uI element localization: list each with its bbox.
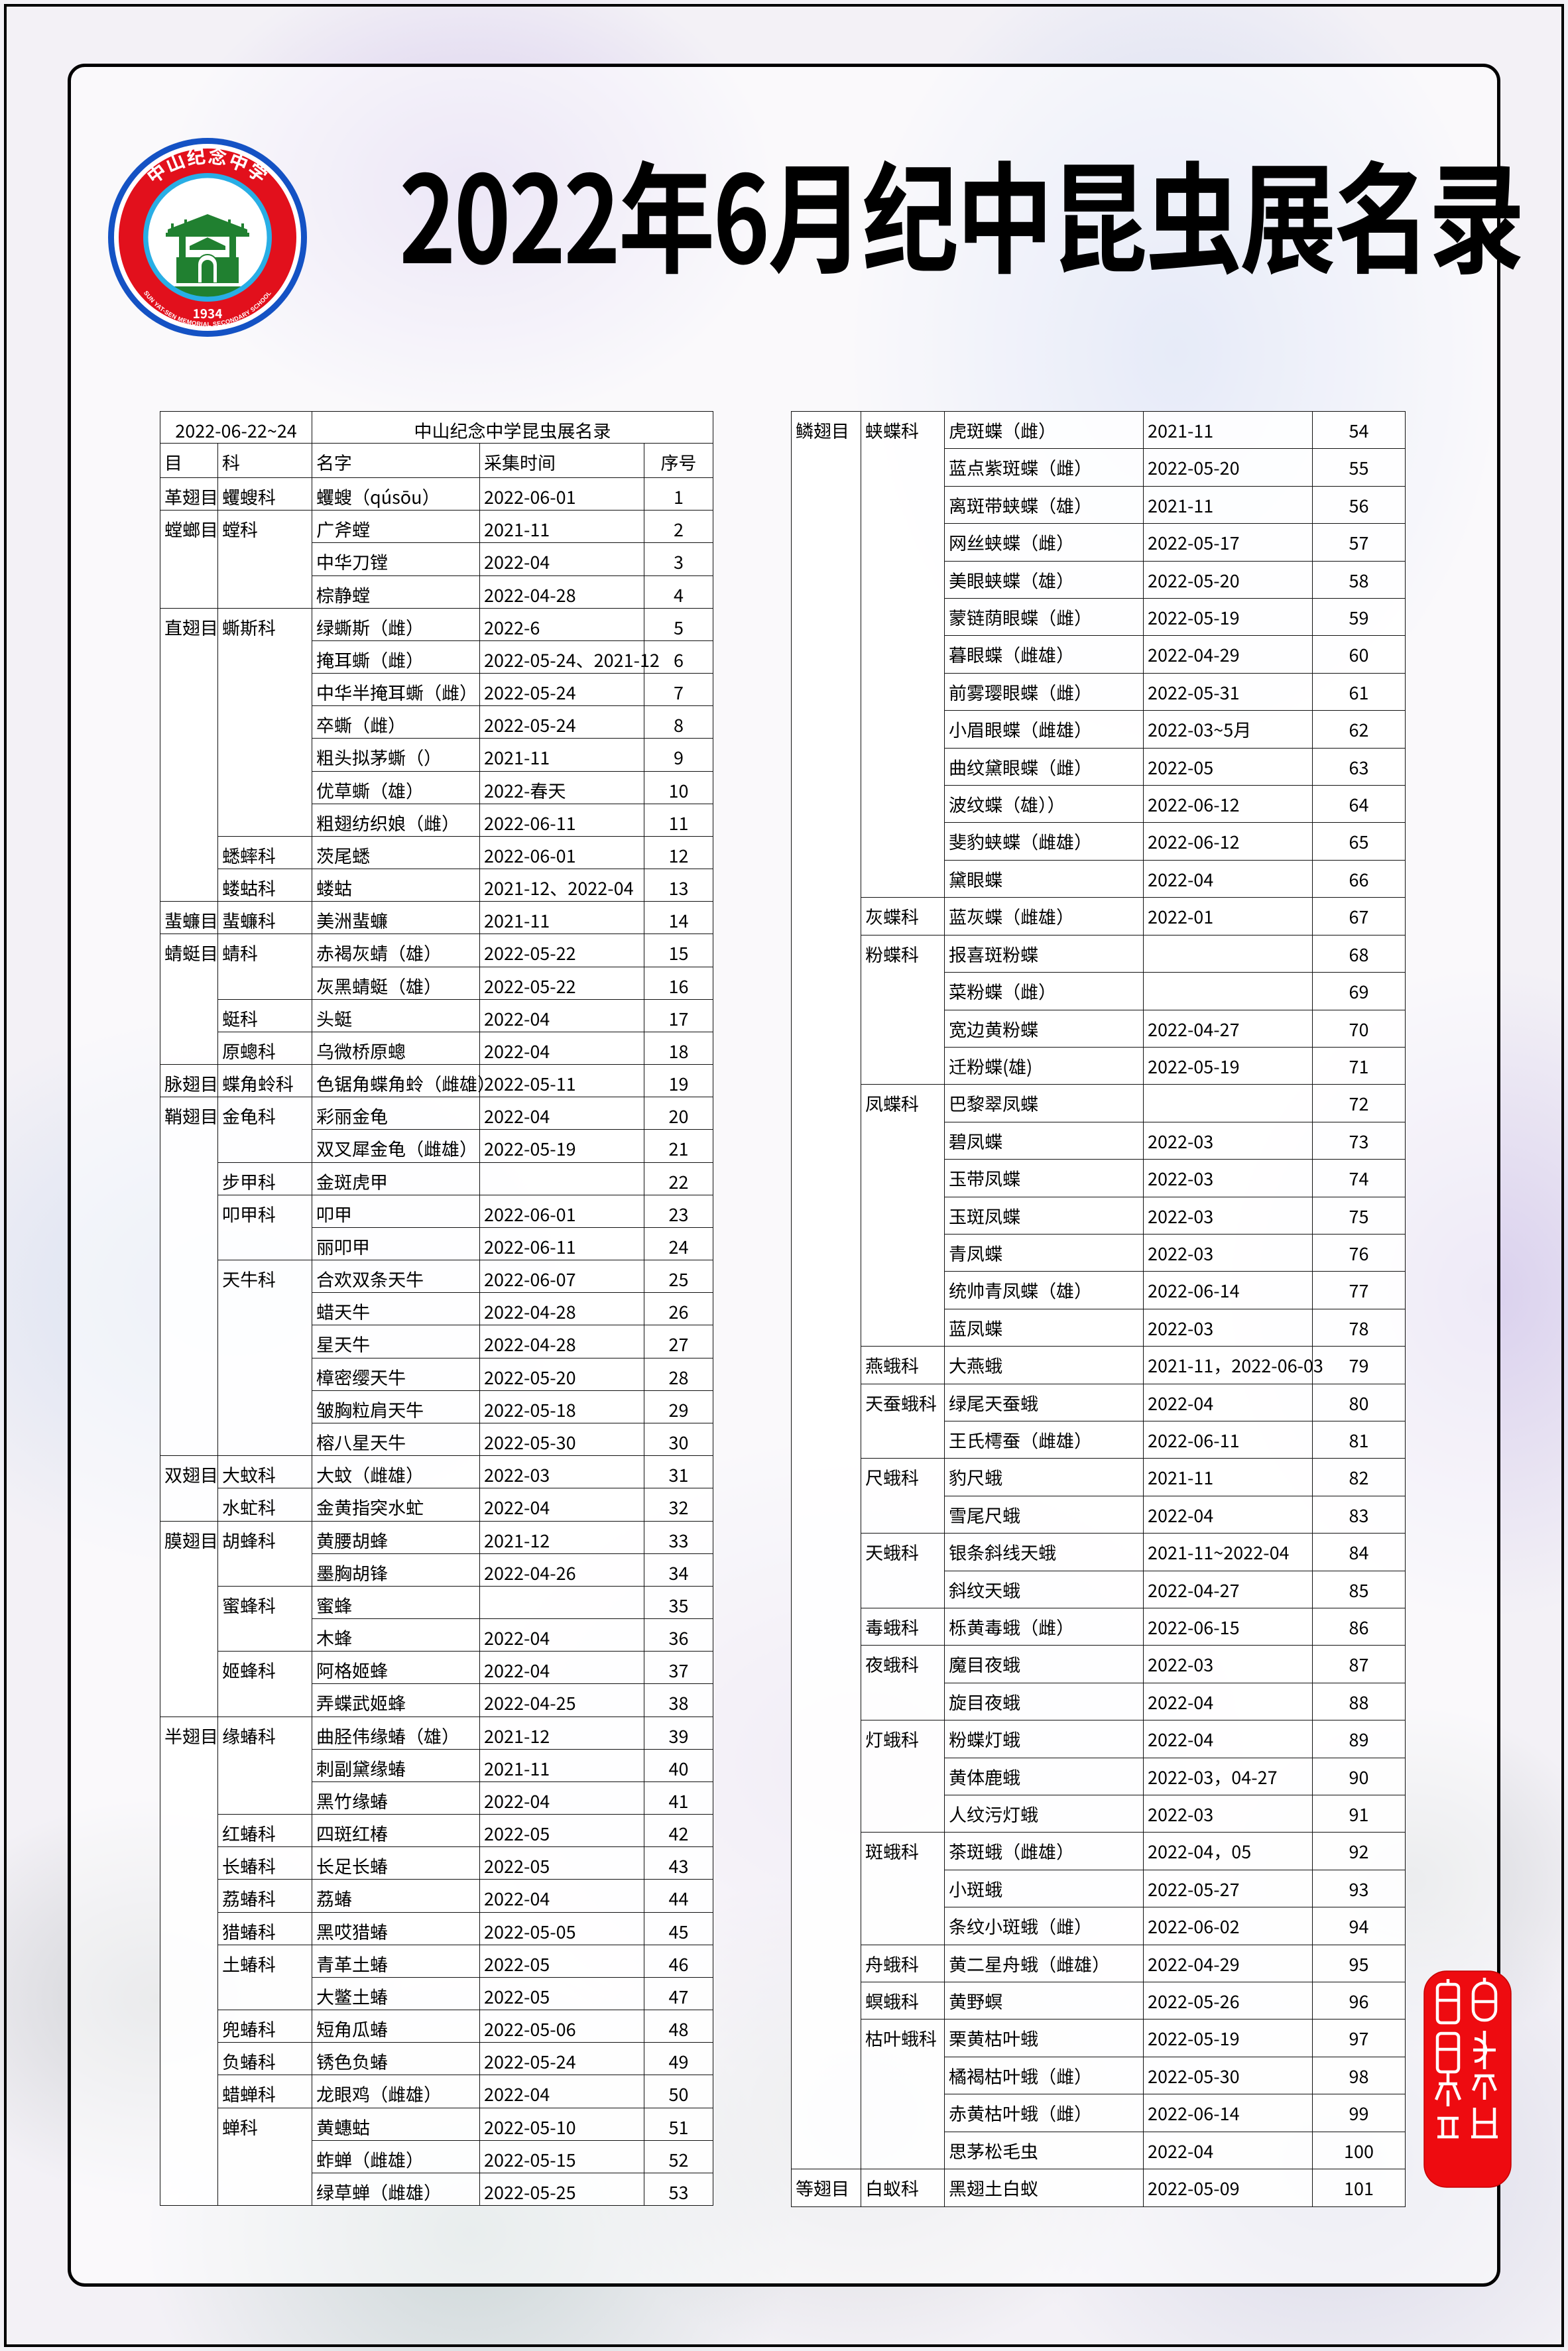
svg-text:1934: 1934 bbox=[193, 304, 223, 322]
